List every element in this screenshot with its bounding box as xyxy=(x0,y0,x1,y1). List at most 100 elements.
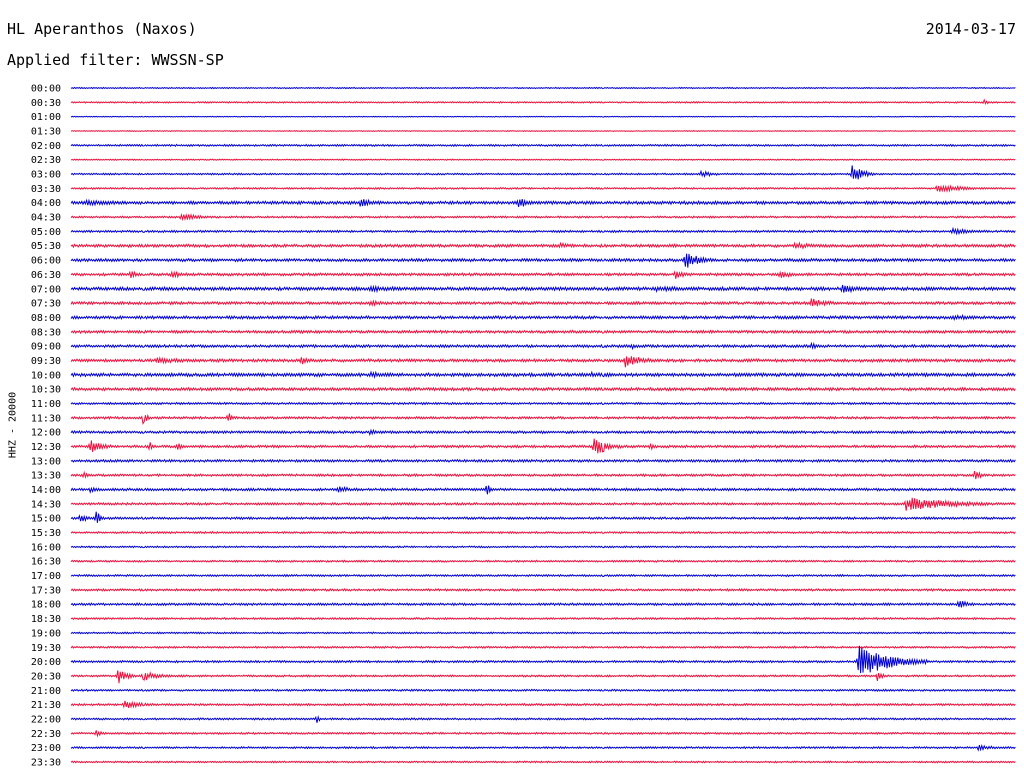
row-label-1800: 18:00 xyxy=(31,600,61,611)
row-label-1830: 18:30 xyxy=(31,614,61,625)
row-label-1900: 19:00 xyxy=(31,628,61,639)
trace-1100 xyxy=(70,401,1016,406)
row-label-1600: 16:00 xyxy=(31,542,61,553)
trace-0830 xyxy=(70,329,1016,335)
row-label-2000: 20:00 xyxy=(31,657,61,668)
row-label-0800: 08:00 xyxy=(31,313,61,324)
row-label-2330: 23:30 xyxy=(31,757,61,768)
row-label-0400: 04:00 xyxy=(31,198,61,209)
row-label-2100: 21:00 xyxy=(31,686,61,697)
trace-1900 xyxy=(70,631,1016,635)
row-label-1630: 16:30 xyxy=(31,557,61,568)
trace-1500 xyxy=(70,511,1016,523)
row-label-0100: 01:00 xyxy=(31,112,61,123)
trace-1930 xyxy=(70,645,1016,650)
trace-1130 xyxy=(70,413,1016,425)
row-label-0930: 09:30 xyxy=(31,356,61,367)
row-label-0430: 04:30 xyxy=(31,213,61,224)
trace-2130 xyxy=(70,700,1016,709)
row-label-0700: 07:00 xyxy=(31,284,61,295)
row-label-1400: 14:00 xyxy=(31,485,61,496)
trace-0230 xyxy=(70,158,1016,161)
row-label-1200: 12:00 xyxy=(31,428,61,439)
row-label-0600: 06:00 xyxy=(31,256,61,267)
trace-0330 xyxy=(70,184,1016,193)
row-label-2300: 23:00 xyxy=(31,743,61,754)
trace-0730 xyxy=(70,298,1016,308)
trace-0300 xyxy=(70,165,1016,180)
trace-2200 xyxy=(70,715,1016,723)
trace-0000 xyxy=(70,86,1016,90)
trace-1330 xyxy=(70,470,1016,480)
trace-2000 xyxy=(70,645,1016,674)
trace-1800 xyxy=(70,600,1016,608)
trace-0600 xyxy=(70,253,1016,268)
row-label-2230: 22:30 xyxy=(31,729,61,740)
row-label-0900: 09:00 xyxy=(31,342,61,353)
row-label-0130: 01:30 xyxy=(31,127,61,138)
row-label-1430: 14:30 xyxy=(31,499,61,510)
trace-0800 xyxy=(70,313,1016,322)
trace-2330 xyxy=(70,760,1016,764)
row-label-0730: 07:30 xyxy=(31,299,61,310)
row-label-1000: 10:00 xyxy=(31,370,61,381)
trace-1530 xyxy=(70,530,1016,535)
row-label-0630: 06:30 xyxy=(31,270,61,281)
trace-0900 xyxy=(70,341,1016,351)
trace-1600 xyxy=(70,545,1016,549)
trace-1700 xyxy=(70,573,1016,578)
trace-0130 xyxy=(70,130,1016,133)
trace-0500 xyxy=(70,226,1016,236)
date-label: 2014-03-17 xyxy=(925,20,1016,38)
row-label-1300: 13:00 xyxy=(31,456,61,467)
trace-2100 xyxy=(70,688,1016,693)
row-label-1530: 15:30 xyxy=(31,528,61,539)
row-label-0030: 00:30 xyxy=(31,98,61,109)
trace-0400 xyxy=(70,198,1016,208)
trace-0100 xyxy=(70,115,1016,118)
station-title: HL Aperanthos (Naxos) xyxy=(7,20,197,38)
row-label-0300: 03:00 xyxy=(31,170,61,181)
row-label-2200: 22:00 xyxy=(31,714,61,725)
row-label-2130: 21:30 xyxy=(31,700,61,711)
row-label-2030: 20:30 xyxy=(31,671,61,682)
trace-0530 xyxy=(70,241,1016,250)
trace-0200 xyxy=(70,143,1016,148)
time-labels: 00:00 00:30 01:00 01:30 02:00 02:30 03:00 03:30… xyxy=(31,84,61,769)
row-label-1100: 11:00 xyxy=(31,399,61,410)
trace-2230 xyxy=(70,730,1016,738)
row-label-1230: 12:30 xyxy=(31,442,61,453)
row-label-1500: 15:00 xyxy=(31,514,61,525)
trace-1630 xyxy=(70,559,1016,563)
row-label-1700: 17:00 xyxy=(31,571,61,582)
trace-1030 xyxy=(70,386,1016,392)
trace-1730 xyxy=(70,587,1016,592)
trace-1830 xyxy=(70,616,1016,621)
trace-0930 xyxy=(70,356,1016,368)
seismic-traces xyxy=(70,86,1016,764)
trace-1200 xyxy=(70,428,1016,437)
row-label-0330: 03:30 xyxy=(31,184,61,195)
trace-0700 xyxy=(70,284,1016,294)
trace-0030 xyxy=(70,98,1016,106)
trace-1300 xyxy=(70,458,1016,464)
trace-1430 xyxy=(70,497,1016,511)
row-label-1130: 11:30 xyxy=(31,413,61,424)
row-label-0830: 08:30 xyxy=(31,327,61,338)
row-label-1730: 17:30 xyxy=(31,585,61,596)
trace-1000 xyxy=(70,370,1016,379)
trace-1400 xyxy=(70,485,1016,495)
trace-0430 xyxy=(70,213,1016,222)
row-label-0200: 02:00 xyxy=(31,141,61,152)
row-label-1930: 19:30 xyxy=(31,643,61,654)
row-label-0230: 02:30 xyxy=(31,155,61,166)
row-label-1030: 10:30 xyxy=(31,385,61,396)
row-label-1330: 13:30 xyxy=(31,471,61,482)
row-label-0500: 05:00 xyxy=(31,227,61,238)
trace-2030 xyxy=(70,670,1016,684)
trace-1230 xyxy=(70,438,1016,454)
row-label-0000: 00:00 xyxy=(31,84,61,95)
filter-label: Applied filter: WWSSN-SP xyxy=(7,51,224,69)
trace-2300 xyxy=(70,743,1016,752)
